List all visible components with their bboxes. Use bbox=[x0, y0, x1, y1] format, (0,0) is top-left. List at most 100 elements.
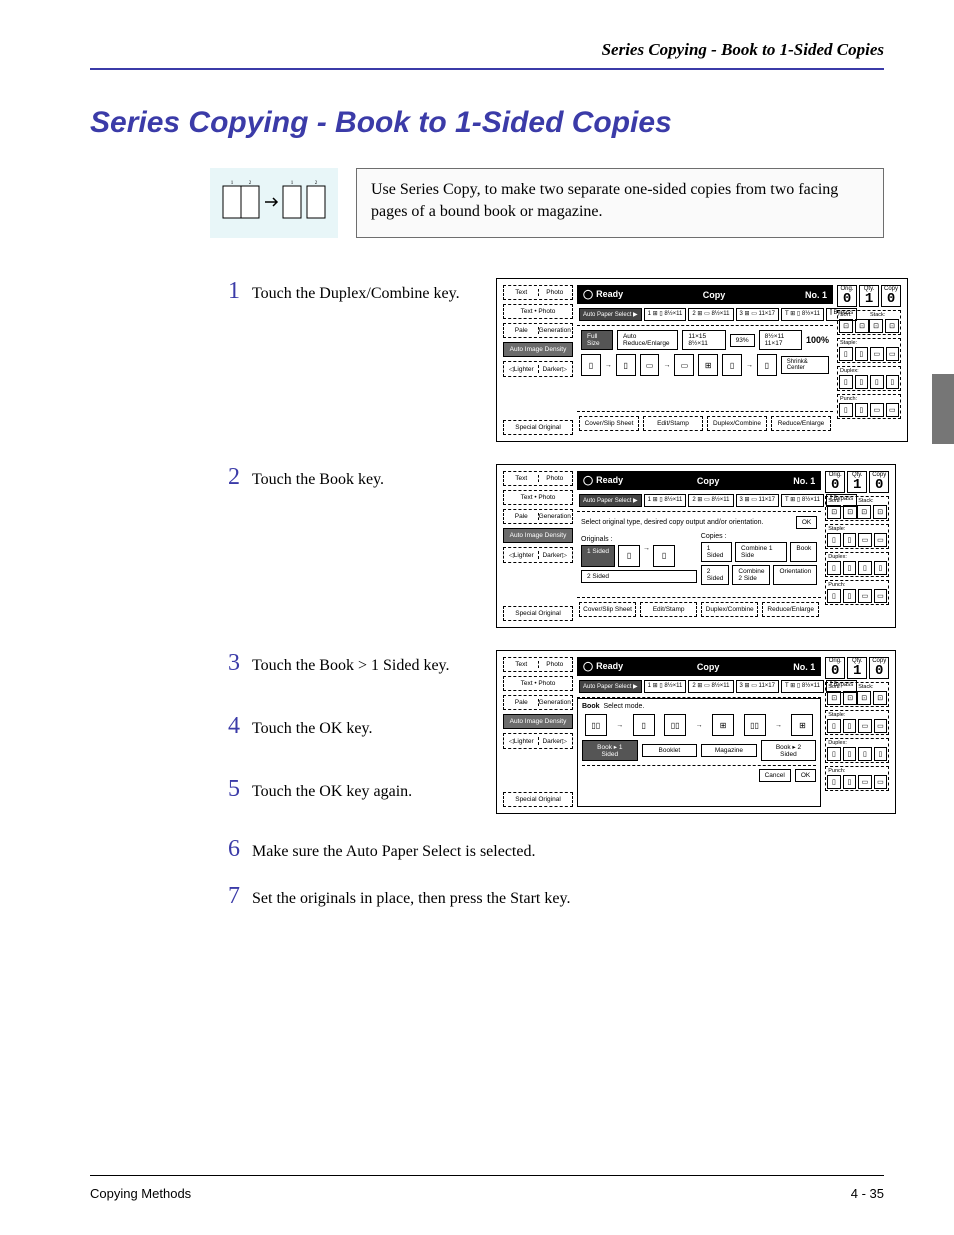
pale-gen-toggle[interactable]: PaleGeneration bbox=[503, 695, 573, 710]
orientation-btn[interactable]: Orientation bbox=[773, 565, 817, 585]
step-7-row: 7 Set the originals in place, then press… bbox=[226, 883, 884, 910]
cancel-btn[interactable]: Cancel bbox=[759, 769, 791, 782]
book-out-icon[interactable]: ▯ bbox=[757, 354, 777, 376]
auto-paper-btn[interactable]: Auto Paper Select ▶ bbox=[579, 308, 642, 321]
tray-1[interactable]: 1 ⊞ ▯ 8½×11 bbox=[644, 680, 687, 693]
two-sided-btn[interactable]: 2 Sided bbox=[581, 570, 697, 583]
auto-density-btn[interactable]: Auto Image Density bbox=[503, 714, 573, 729]
dup1-icon[interactable]: ▯ bbox=[839, 375, 853, 389]
combine2-btn[interactable]: Combine 2 Side bbox=[732, 565, 770, 585]
shot-center-panel: Ready Copy No. 1 Auto Paper Select ▶ 1 ⊞… bbox=[577, 285, 833, 435]
tray-3[interactable]: 3 ⊞ ▭ 11×17 bbox=[736, 308, 779, 321]
svg-text:1: 1 bbox=[291, 181, 294, 186]
staple2-icon[interactable]: ▯ bbox=[855, 347, 869, 361]
edit-stamp-tab[interactable]: Edit/Stamp bbox=[640, 602, 697, 617]
tray-3[interactable]: 3 ⊞ ▭ 11×17 bbox=[736, 680, 779, 693]
tray-2[interactable]: 2 ⊞ ▭ 8½×11 bbox=[688, 494, 733, 507]
text-photo-btn[interactable]: Text • Photo bbox=[503, 304, 573, 319]
dup4-icon[interactable]: ▯ bbox=[886, 375, 900, 389]
combine-icon[interactable]: ⊞ bbox=[698, 354, 718, 376]
status-bar: Ready Copy No. 1 bbox=[577, 285, 833, 304]
copies-2sided[interactable]: 2 Sided bbox=[701, 565, 730, 585]
special-original-btn[interactable]: Special Original bbox=[503, 420, 573, 435]
tray-2[interactable]: 2 ⊞ ▭ 8½×11 bbox=[688, 308, 733, 321]
staple4-icon[interactable]: ▭ bbox=[886, 347, 900, 361]
running-header: Series Copying - Book to 1-Sided Copies bbox=[90, 40, 884, 70]
punch4-icon[interactable]: ▭ bbox=[886, 403, 900, 417]
text-photo-toggle[interactable]: TextPhoto bbox=[503, 657, 573, 672]
pale-gen-toggle[interactable]: PaleGeneration bbox=[503, 509, 573, 524]
text-photo-btn[interactable]: Text • Photo bbox=[503, 676, 573, 691]
ok-btn[interactable]: OK bbox=[796, 516, 817, 529]
ratio-2[interactable]: 93% bbox=[730, 334, 755, 347]
magazine-btn[interactable]: Magazine bbox=[701, 744, 757, 757]
auto-paper-btn[interactable]: Auto Paper Select ▶ bbox=[579, 680, 642, 693]
sort2-icon[interactable]: ⊡ bbox=[855, 319, 869, 333]
mode-ico-3b: ⊞ bbox=[791, 714, 813, 736]
sort-icon[interactable]: ⊡ bbox=[839, 319, 853, 333]
punch3-icon[interactable]: ▭ bbox=[870, 403, 884, 417]
special-original-btn[interactable]: Special Original bbox=[503, 792, 573, 807]
ratio-1[interactable]: 11×15 8½×11 bbox=[682, 330, 725, 350]
dup2-icon[interactable]: ▯ bbox=[855, 375, 869, 389]
special-original-btn[interactable]: Special Original bbox=[503, 606, 573, 621]
auto-paper-btn[interactable]: Auto Paper Select ▶ bbox=[579, 494, 642, 507]
punch2-icon[interactable]: ▯ bbox=[855, 403, 869, 417]
tray-2[interactable]: 2 ⊞ ▭ 8½×11 bbox=[688, 680, 733, 693]
tray-4[interactable]: T ⊞ ▯ 8½×11 bbox=[781, 494, 824, 507]
book-1sided-btn[interactable]: Book ▸ 1 Sided bbox=[582, 740, 638, 761]
copies-1sided[interactable]: 1 Sided bbox=[701, 542, 732, 562]
step-1-row: 1 Touch the Duplex/Combine key. TextPhot… bbox=[226, 278, 884, 442]
step-6-num: 6 bbox=[226, 836, 240, 863]
auto-density-btn[interactable]: Auto Image Density bbox=[503, 342, 573, 357]
copy-portrait-icon[interactable]: ▯ bbox=[616, 354, 636, 376]
book-btn[interactable]: Book bbox=[790, 542, 817, 562]
full-size-btn[interactable]: Full Size bbox=[581, 330, 613, 350]
duplex-combine-tab[interactable]: Duplex/Combine bbox=[707, 416, 767, 431]
auto-reduce-btn[interactable]: Auto Reduce/Enlarge bbox=[617, 330, 678, 350]
book-2sided-btn[interactable]: Book ▸ 2 Sided bbox=[761, 740, 817, 761]
tray-4[interactable]: T ⊞ ▯ 8½×11 bbox=[781, 680, 824, 693]
punch1-icon[interactable]: ▯ bbox=[839, 403, 853, 417]
text-photo-toggle[interactable]: TextPhoto bbox=[503, 285, 573, 300]
stack2-icon[interactable]: ⊡ bbox=[885, 319, 899, 333]
steps-column: 1 Touch the Duplex/Combine key. TextPhot… bbox=[226, 278, 884, 910]
text-photo-btn[interactable]: Text • Photo bbox=[503, 490, 573, 505]
tray-3[interactable]: 3 ⊞ ▭ 11×17 bbox=[736, 494, 779, 507]
duplex-label: Duplex: bbox=[839, 368, 899, 374]
copy-counter: Copy0 bbox=[881, 285, 901, 307]
tray-4[interactable]: T ⊞ ▯ 8½×11 bbox=[781, 308, 824, 321]
shrink-center-btn[interactable]: Shrink& Center bbox=[781, 356, 829, 374]
ratio-3[interactable]: 8½×11 11×17 bbox=[759, 330, 802, 350]
lighter-darker[interactable]: ◁LighterDarker▷ bbox=[503, 547, 573, 563]
one-sided-btn[interactable]: 1 Sided bbox=[581, 545, 615, 567]
step-1-text: Touch the Duplex/Combine key. bbox=[252, 283, 460, 303]
book-dup-icon[interactable]: ▯ bbox=[722, 354, 742, 376]
combine1-btn[interactable]: Combine 1 Side bbox=[735, 542, 787, 562]
staple3-icon[interactable]: ▭ bbox=[870, 347, 884, 361]
cover-slip-tab[interactable]: Cover/Slip Sheet bbox=[579, 416, 639, 431]
copy-landscape-icon[interactable]: ▭ bbox=[674, 354, 694, 376]
lighter-darker[interactable]: ◁LighterDarker▷ bbox=[503, 733, 573, 749]
orig-landscape-icon[interactable]: ▭ bbox=[640, 354, 660, 376]
text-photo-toggle[interactable]: TextPhoto bbox=[503, 471, 573, 486]
reduce-enlarge-tab[interactable]: Reduce/Enlarge bbox=[771, 416, 831, 431]
reduce-enlarge-tab[interactable]: Reduce/Enlarge bbox=[762, 602, 819, 617]
duplex-combine-tab[interactable]: Duplex/Combine bbox=[701, 602, 758, 617]
dup3-icon[interactable]: ▯ bbox=[870, 375, 884, 389]
page-title: Series Copying - Book to 1-Sided Copies bbox=[90, 106, 884, 140]
booklet-btn[interactable]: Booklet bbox=[642, 744, 698, 757]
stack-icon[interactable]: ⊡ bbox=[869, 319, 883, 333]
lighter-darker[interactable]: ◁LighterDarker▷ bbox=[503, 361, 573, 377]
edit-stamp-tab[interactable]: Edit/Stamp bbox=[643, 416, 703, 431]
pale-gen-toggle[interactable]: PaleGeneration bbox=[503, 323, 573, 338]
tray-1[interactable]: 1 ⊞ ▯ 8½×11 bbox=[644, 494, 687, 507]
tray-1[interactable]: 1 ⊞ ▯ 8½×11 bbox=[644, 308, 687, 321]
ok-btn[interactable]: OK bbox=[795, 769, 816, 782]
staple-label: Staple: bbox=[839, 340, 899, 346]
orig-portrait-icon[interactable]: ▯ bbox=[581, 354, 601, 376]
staple1-icon[interactable]: ▯ bbox=[839, 347, 853, 361]
select-mode-label: Select mode. bbox=[604, 703, 645, 710]
auto-density-btn[interactable]: Auto Image Density bbox=[503, 528, 573, 543]
cover-slip-tab[interactable]: Cover/Slip Sheet bbox=[579, 602, 636, 617]
